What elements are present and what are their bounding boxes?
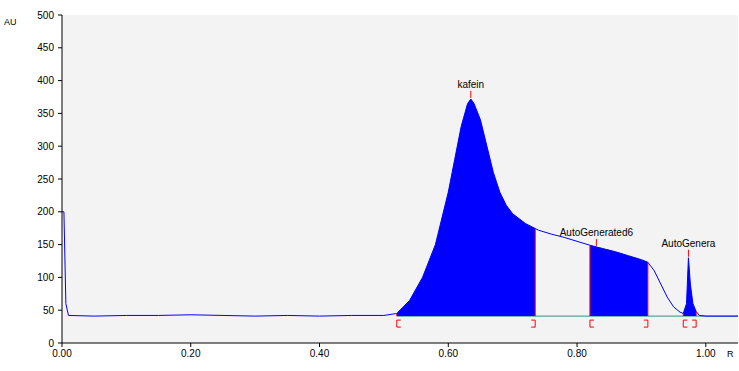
- y-tick-label: 400: [37, 75, 54, 86]
- y-tick-label: 250: [37, 174, 54, 185]
- chart: 0 50 100 150 200 250 300 350 400 450 500 0.00 0.20 0.…: [0, 0, 739, 371]
- peak-boundary: [589, 245, 590, 316]
- peak-boundary: [535, 229, 536, 317]
- peak-marker: [688, 250, 689, 257]
- x-tick-label: 0.20: [181, 348, 201, 359]
- y-tick: [58, 47, 62, 48]
- y-axis-label: AU: [4, 17, 17, 27]
- peak-label: AutoGenerated6: [560, 227, 634, 238]
- x-tick-label: 0.40: [310, 348, 330, 359]
- peak-area: [590, 245, 648, 316]
- data-group: [62, 99, 738, 316]
- x-tick-label: 0.60: [439, 348, 459, 359]
- x-tick-label: 1.00: [696, 348, 716, 359]
- x-tick-label: 0.00: [52, 348, 72, 359]
- x-tick-label: 0.80: [567, 348, 587, 359]
- peak-bracket: [692, 320, 696, 327]
- peak-label: AutoGenera: [661, 238, 715, 249]
- x-axis: [62, 343, 738, 344]
- peak-boundary: [683, 313, 684, 316]
- y-tick-label: 150: [37, 239, 54, 250]
- x-axis-label: R: [727, 349, 734, 359]
- x-tick: [448, 343, 449, 347]
- plot-area: [62, 15, 738, 343]
- y-tick-label: 300: [37, 141, 54, 152]
- peak-boundary: [396, 313, 397, 316]
- y-tick: [58, 15, 62, 16]
- y-tick: [58, 343, 62, 344]
- y-tick: [58, 113, 62, 114]
- peak-bracket: [644, 320, 648, 327]
- y-tick: [58, 80, 62, 81]
- y-tick-label: 200: [37, 206, 54, 217]
- x-tick: [577, 343, 578, 347]
- peak-boundary: [647, 262, 648, 316]
- peak-label: kafein: [457, 79, 484, 90]
- peak-marker: [470, 91, 471, 98]
- x-tick: [319, 343, 320, 347]
- y-tick: [58, 146, 62, 147]
- peak-marker: [596, 239, 597, 246]
- x-tick: [190, 343, 191, 347]
- peak-boundary: [696, 312, 697, 317]
- y-tick-label: 450: [37, 42, 54, 53]
- peak-bracket: [683, 320, 687, 327]
- y-tick: [58, 310, 62, 311]
- x-tick: [705, 343, 706, 347]
- y-tick-label: 500: [37, 10, 54, 21]
- peak-bracket: [590, 320, 594, 327]
- peak-bracket: [531, 320, 535, 327]
- y-tick-label: 100: [37, 272, 54, 283]
- y-tick-label: 0: [48, 338, 54, 349]
- y-tick-label: 50: [43, 305, 55, 316]
- x-tick: [62, 343, 63, 347]
- curve: [62, 99, 738, 316]
- peak-area: [397, 99, 535, 316]
- y-tick: [58, 244, 62, 245]
- peak-bracket: [397, 320, 401, 327]
- y-tick: [58, 211, 62, 212]
- y-tick: [58, 179, 62, 180]
- y-tick-label: 350: [37, 108, 54, 119]
- y-tick: [58, 277, 62, 278]
